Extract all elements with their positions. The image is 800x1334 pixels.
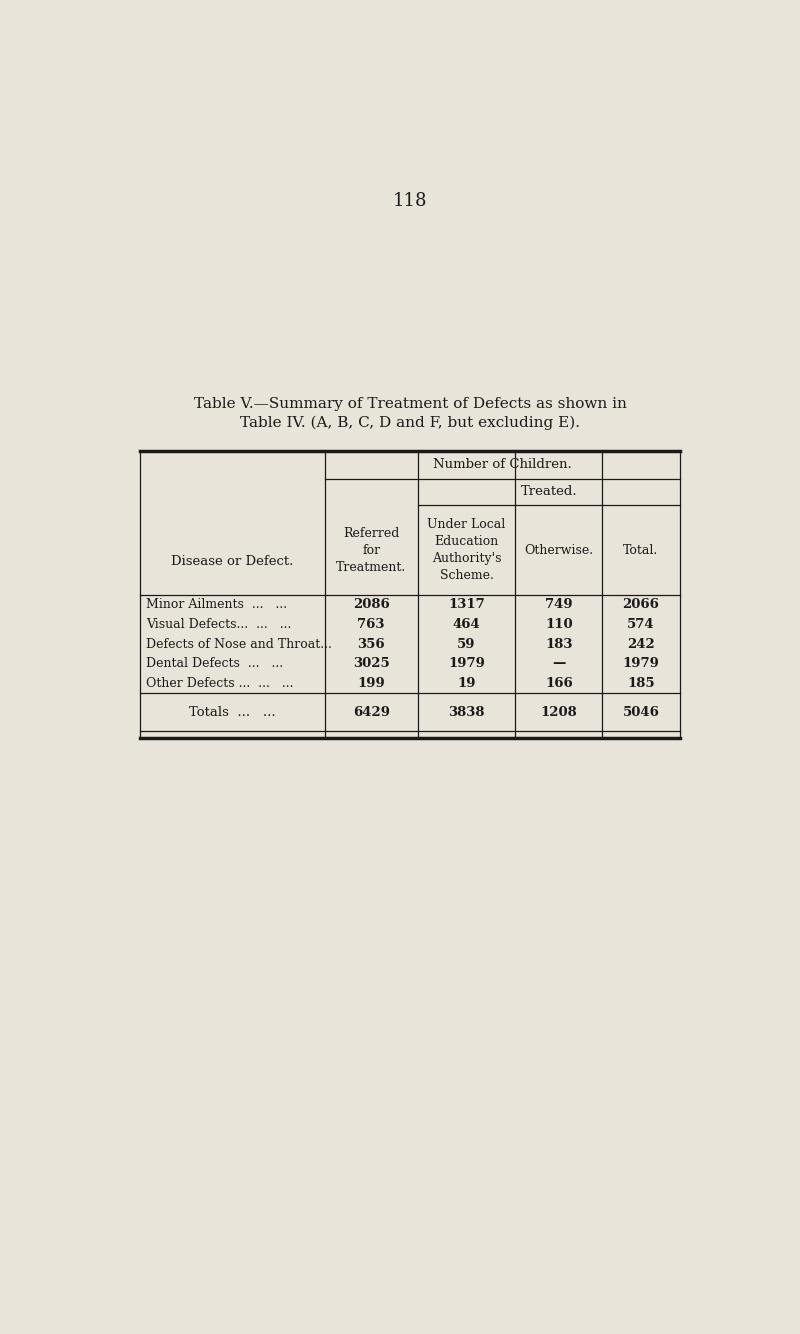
Text: 1979: 1979 bbox=[622, 658, 659, 670]
Text: —: — bbox=[552, 658, 566, 670]
Text: 183: 183 bbox=[545, 638, 573, 651]
Text: Table IV. (A, B, C, D and F, but excluding E).: Table IV. (A, B, C, D and F, but excludi… bbox=[240, 416, 580, 430]
Text: 763: 763 bbox=[358, 618, 385, 631]
Text: 19: 19 bbox=[458, 676, 476, 690]
Text: 356: 356 bbox=[358, 638, 385, 651]
Text: Dental Defects  ...   ...: Dental Defects ... ... bbox=[146, 658, 284, 670]
Text: Treated.: Treated. bbox=[521, 486, 577, 499]
Text: 59: 59 bbox=[458, 638, 476, 651]
Text: Defects of Nose and Throat...: Defects of Nose and Throat... bbox=[146, 638, 332, 651]
Text: Totals  ...   ...: Totals ... ... bbox=[190, 706, 276, 719]
Text: 118: 118 bbox=[393, 192, 427, 211]
Text: 2086: 2086 bbox=[353, 599, 390, 611]
Text: Other Defects ...  ...   ...: Other Defects ... ... ... bbox=[146, 676, 294, 690]
Text: Visual Defects...  ...   ...: Visual Defects... ... ... bbox=[146, 618, 292, 631]
Text: 199: 199 bbox=[358, 676, 385, 690]
Text: 3025: 3025 bbox=[353, 658, 390, 670]
Text: Number of Children.: Number of Children. bbox=[433, 459, 571, 471]
Text: 6429: 6429 bbox=[353, 706, 390, 719]
Text: 1317: 1317 bbox=[448, 599, 485, 611]
Text: Total.: Total. bbox=[623, 543, 658, 556]
Text: Otherwise.: Otherwise. bbox=[524, 543, 594, 556]
Text: 749: 749 bbox=[545, 599, 573, 611]
Text: 110: 110 bbox=[545, 618, 573, 631]
Text: 5046: 5046 bbox=[622, 706, 659, 719]
Text: 1979: 1979 bbox=[448, 658, 485, 670]
Text: 1208: 1208 bbox=[541, 706, 577, 719]
Text: Disease or Defect.: Disease or Defect. bbox=[171, 555, 294, 568]
Text: Minor Ailments  ...   ...: Minor Ailments ... ... bbox=[146, 599, 288, 611]
Text: Table V.—Summary of Treatment of Defects as shown in: Table V.—Summary of Treatment of Defects… bbox=[194, 398, 626, 411]
Text: Under Local
Education
Authority's
Scheme.: Under Local Education Authority's Scheme… bbox=[427, 518, 506, 582]
Text: 242: 242 bbox=[627, 638, 655, 651]
Text: 3838: 3838 bbox=[448, 706, 485, 719]
Text: 166: 166 bbox=[545, 676, 573, 690]
Text: Referred
for
Treatment.: Referred for Treatment. bbox=[336, 527, 406, 574]
Text: 464: 464 bbox=[453, 618, 481, 631]
Text: 185: 185 bbox=[627, 676, 654, 690]
Text: 2066: 2066 bbox=[622, 599, 659, 611]
Text: 574: 574 bbox=[627, 618, 654, 631]
